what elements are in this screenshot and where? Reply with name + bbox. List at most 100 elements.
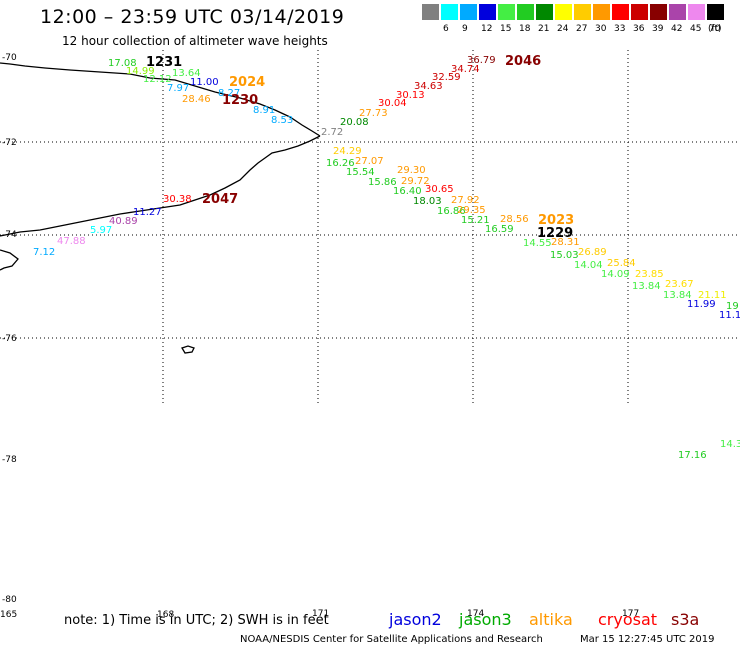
legend-label: 33 (614, 24, 626, 34)
latitude-label: -80 (2, 595, 17, 605)
longitude-label: 171 (312, 609, 329, 619)
pass-time-label: 1230 (222, 93, 258, 108)
wave-height-label: 5.97 (90, 225, 112, 236)
legend-swatch (422, 4, 439, 20)
wave-height-label: 30.65 (425, 184, 454, 195)
wave-height-label: 34.74 (451, 64, 480, 75)
wave-height-label: 14.3 (720, 439, 740, 450)
legend-swatch (536, 4, 553, 20)
latitude-label: -76 (2, 334, 17, 344)
wave-height-label: 11.00 (190, 77, 219, 88)
wave-height-label: 15.54 (346, 167, 375, 178)
latitude-label: -70 (2, 53, 17, 63)
latitude-label: -78 (2, 455, 17, 465)
legend-label: 9 (462, 24, 468, 34)
legend-label: 30 (595, 24, 607, 34)
legend-label: 39 (652, 24, 664, 34)
legend-swatch (631, 4, 648, 20)
legend-label: 15 (500, 24, 512, 34)
footer-note: note: 1) Time is in UTC; 2) SWH is in fe… (64, 613, 329, 628)
wave-height-label: 19 (726, 301, 739, 312)
wave-height-label: 47.88 (57, 236, 86, 247)
wave-height-label: 30.13 (396, 90, 425, 101)
wave-height-label: 7.12 (33, 247, 55, 258)
wave-height-label: 14.55 (523, 238, 552, 249)
pass-time-label: 1231 (146, 55, 182, 70)
wave-height-label: 15.21 (461, 215, 490, 226)
legend-label: 36 (633, 24, 645, 34)
wave-height-label: 13.84 (632, 281, 661, 292)
wave-height-label: 30.04 (378, 98, 407, 109)
wave-height-label: 15.86 (368, 177, 397, 188)
wave-height-label: 17.16 (678, 450, 707, 461)
wave-height-label: 11.27 (133, 207, 162, 218)
wave-height-label: 13.64 (172, 68, 201, 79)
legend-swatch (574, 4, 591, 20)
map-subtitle: 12 hour collection of altimeter wave hei… (62, 34, 328, 48)
wave-height-label: 27.73 (359, 108, 388, 119)
legend-label: 27 (576, 24, 588, 34)
map-title: 12:00 – 23:59 UTC 03/14/2019 (40, 6, 345, 28)
wave-height-label: 34.63 (414, 81, 443, 92)
pass-time-label: 2023 (538, 213, 574, 228)
wave-height-label: 24.29 (333, 146, 362, 157)
wave-height-label: 20.08 (340, 117, 369, 128)
satellite-name: s3a (671, 610, 700, 629)
wave-height-label: 27.92 (451, 195, 480, 206)
legend-label: 21 (538, 24, 550, 34)
wave-height-label: 8.91 (253, 105, 275, 116)
wave-height-label: 17.08 (108, 58, 137, 69)
legend-swatch (650, 4, 667, 20)
coastline-segment (0, 135, 321, 237)
satellite-name: altika (529, 610, 573, 629)
wave-height-label: 16.86 (437, 206, 466, 217)
pass-time-label: 2046 (505, 54, 541, 69)
wave-height-label: 16.40 (393, 186, 422, 197)
satellite-name: cryosat (598, 610, 658, 629)
coastline-segment (181, 345, 195, 354)
legend-label: 18 (519, 24, 531, 34)
wave-height-label: 11.1 (719, 310, 740, 321)
legend-swatch (460, 4, 477, 20)
wave-height-label: 36.79 (467, 55, 496, 66)
wave-height-label: 29.72 (401, 176, 430, 187)
legend-swatch (441, 4, 458, 20)
legend-swatch (669, 4, 686, 20)
wave-height-label: 23.67 (665, 279, 694, 290)
wave-height-label: 7.97 (167, 83, 189, 94)
pass-time-label: 2047 (202, 192, 238, 207)
graticule (0, 50, 740, 405)
legend-label: 24 (557, 24, 569, 34)
wave-height-label: 21.11 (698, 290, 727, 301)
longitude-label: 174 (467, 609, 484, 619)
wave-height-label: 28.56 (500, 214, 529, 225)
legend-swatch (555, 4, 572, 20)
legend-label: 6 (443, 24, 449, 34)
legend-swatch (612, 4, 629, 20)
pass-time-label: 2024 (229, 75, 265, 90)
wave-height-label: 26.89 (578, 247, 607, 258)
longitude-label: 168 (157, 610, 174, 620)
pass-time-label: 1229 (537, 226, 573, 241)
legend-swatch (593, 4, 610, 20)
legend-swatch (517, 4, 534, 20)
wave-height-label: 16.26 (326, 158, 355, 169)
wave-height-label: 32.59 (432, 72, 461, 83)
coastline (0, 62, 321, 354)
legend-swatch (688, 4, 705, 20)
wave-height-label: 14.04 (574, 260, 603, 271)
legend-swatch (498, 4, 515, 20)
legend-swatch (707, 4, 724, 20)
wave-height-label: 25.84 (607, 258, 636, 269)
legend-unit: (ft) (708, 24, 722, 34)
wave-height-label: 8.27 (218, 88, 240, 99)
wave-height-label: 16.59 (485, 224, 514, 235)
wave-height-label: 40.89 (109, 216, 138, 227)
wave-height-label: 8.53 (271, 115, 293, 126)
legend-swatch (479, 4, 496, 20)
wave-height-label: 18.03 (413, 196, 442, 207)
